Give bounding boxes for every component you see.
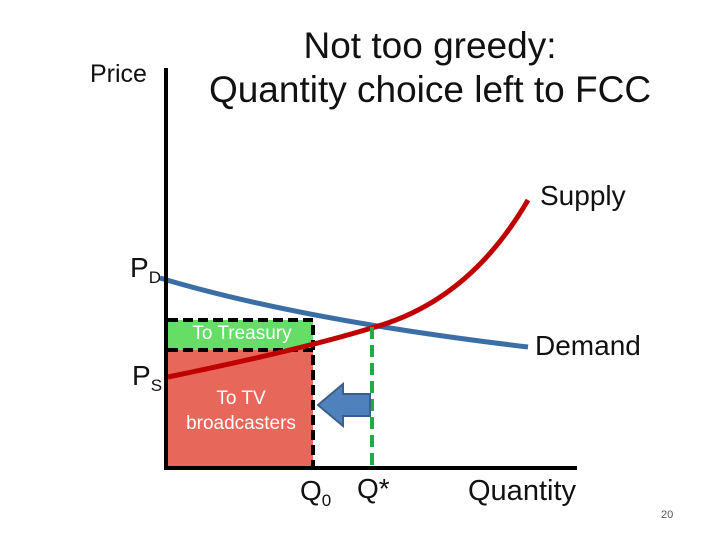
y-axis-label: Price — [90, 60, 147, 88]
left-arrow — [316, 381, 371, 429]
demand-curve — [159, 275, 529, 350]
supply-curve — [167, 198, 531, 380]
ps-subscript: S — [150, 376, 163, 395]
title-line-2: Quantity choice left to FCC — [208, 69, 652, 110]
pd-label: PD — [130, 252, 161, 288]
treasury-region — [168, 320, 313, 350]
q0-label: Q0 — [300, 475, 331, 511]
ps-main: P — [132, 360, 151, 391]
slide-title: Not too greedy: Quantity choice left to … — [170, 24, 690, 112]
q0-main: Q — [300, 475, 322, 506]
supply-label: Supply — [540, 180, 626, 211]
qstar-label: Q* — [357, 473, 390, 504]
pd-main: P — [130, 252, 149, 283]
q0-subscript: 0 — [321, 491, 332, 510]
demand-label: Demand — [535, 330, 641, 361]
title-line-1: Not too greedy: — [303, 25, 557, 66]
page-number: 20 — [661, 509, 674, 521]
ps-label: PS — [132, 360, 162, 396]
broadcasters-label: To TV broadcasters — [186, 388, 296, 434]
treasury-label: To Treasury — [192, 323, 292, 344]
pd-subscript: D — [148, 268, 161, 287]
x-axis-label: Quantity — [468, 475, 576, 507]
